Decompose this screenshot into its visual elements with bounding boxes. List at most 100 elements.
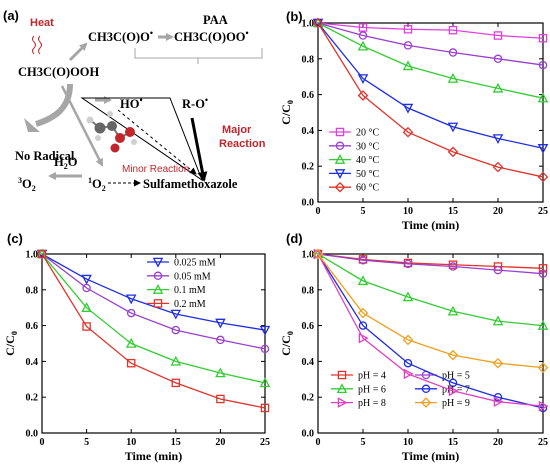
x-tick-label-d: 10 bbox=[403, 437, 413, 448]
data-point-d-2-3 bbox=[447, 305, 459, 316]
x-tick-label-c: 20 bbox=[215, 437, 225, 448]
series-c-0 bbox=[36, 249, 271, 336]
data-point-b-4-3 bbox=[447, 146, 459, 158]
legend-entry-c-2: 0.1 mM bbox=[147, 284, 206, 296]
data-point-b-0-1 bbox=[358, 23, 368, 32]
arrow-to-acetoxyl bbox=[68, 42, 88, 62]
x-tick-label-b: 10 bbox=[403, 206, 413, 217]
legend-entry-c-3: 0.2 mM bbox=[147, 299, 206, 310]
data-point-c-0-5 bbox=[259, 325, 271, 336]
data-point-d-1-5 bbox=[538, 269, 548, 278]
y-tick-label-c: 0.2 bbox=[26, 393, 39, 404]
legend-label-d-0: pH = 4 bbox=[358, 371, 386, 382]
radical-bracket bbox=[134, 48, 263, 59]
x-tick-label-c: 25 bbox=[260, 437, 270, 448]
x-tick-label-b: 5 bbox=[361, 206, 366, 217]
water-label: H2O bbox=[54, 155, 78, 171]
legend-entry-d-2: pH = 6 bbox=[331, 383, 386, 395]
data-point-b-4-1 bbox=[357, 90, 369, 101]
y-tick-label-b: 0.8 bbox=[302, 54, 315, 65]
data-point-c-3-3 bbox=[171, 378, 181, 388]
data-point-b-2-4 bbox=[492, 82, 504, 93]
legend-marker-b-2 bbox=[334, 154, 346, 164]
panel-label-b: (b) bbox=[286, 9, 303, 24]
panel-label-a: (a) bbox=[3, 8, 19, 23]
y-tick-label-b: 0.2 bbox=[302, 162, 315, 173]
data-point-d-5-3 bbox=[447, 349, 459, 361]
series-d-1 bbox=[313, 249, 548, 278]
data-point-b-1-1 bbox=[358, 31, 368, 40]
y-tick-label-c: 0.6 bbox=[26, 321, 39, 332]
data-point-c-0-3 bbox=[170, 309, 182, 320]
major-reaction-label-line1: Major bbox=[222, 124, 252, 136]
data-point-c-2-2 bbox=[125, 337, 137, 348]
data-point-c-0-1 bbox=[81, 274, 92, 285]
major-reaction-arrow bbox=[190, 117, 208, 182]
data-point-d-4-2 bbox=[403, 368, 414, 380]
y-tick-label-b: 0.4 bbox=[302, 126, 315, 137]
series-line-c-1 bbox=[41, 253, 266, 350]
data-point-d-3-2 bbox=[403, 358, 413, 368]
series-line-c-3 bbox=[41, 253, 266, 409]
legend-label-b-4: 60 °C bbox=[356, 183, 379, 194]
series-d-3 bbox=[313, 249, 548, 413]
legend-entry-b-2: 40 °C bbox=[329, 154, 379, 166]
triplet-oxygen-label: 3O2 bbox=[18, 176, 36, 193]
series-b-3 bbox=[312, 18, 549, 154]
series-d-5 bbox=[312, 248, 549, 373]
legend-marker-c-2 bbox=[152, 284, 164, 294]
data-point-d-2-4 bbox=[492, 315, 504, 326]
panel-b-temperature: (b) 0 5 10 15 20 25 0.0 0.2 0.4 0.6 0.8 1.0 Time (min… bbox=[279, 9, 549, 232]
arrow-to-no-radical bbox=[35, 83, 73, 127]
series-line-b-1 bbox=[317, 22, 544, 66]
plot-frame-c bbox=[41, 253, 266, 434]
data-point-c-0-2 bbox=[125, 294, 137, 305]
data-point-c-2-1 bbox=[81, 302, 92, 312]
legend-label-c-3: 0.2 mM bbox=[174, 299, 206, 310]
x-axis-label-c: Time (min) bbox=[125, 449, 182, 463]
legend-marker-c-1 bbox=[153, 271, 163, 281]
data-point-b-3-1 bbox=[357, 74, 369, 85]
x-tick-label-b: 25 bbox=[538, 206, 548, 217]
singlet-oxygen-label: 1O2 bbox=[88, 176, 106, 193]
legend-label-d-1: pH = 5 bbox=[442, 371, 470, 382]
series-line-b-0 bbox=[317, 22, 544, 39]
series-b-1 bbox=[313, 18, 548, 70]
legend-entry-b-3: 50 °C bbox=[329, 169, 379, 180]
alkoxyl-radical: R-O• bbox=[182, 95, 208, 111]
data-point-d-5-4 bbox=[492, 357, 504, 369]
data-point-b-3-4 bbox=[492, 134, 504, 145]
series-line-b-2 bbox=[317, 22, 544, 99]
x-tick-label-c: 10 bbox=[126, 437, 136, 448]
data-point-d-4-1 bbox=[358, 332, 369, 344]
no-radical-label: No Radical bbox=[15, 149, 75, 163]
data-point-c-2-5 bbox=[259, 377, 271, 388]
x-tick-label-c: 0 bbox=[40, 437, 45, 448]
data-point-c-1-5 bbox=[260, 344, 270, 354]
y-tick-label-c: 1.0 bbox=[26, 250, 39, 261]
data-point-b-3-3 bbox=[447, 122, 459, 133]
legend-marker-c-0 bbox=[152, 257, 164, 268]
no-radical-arrowhead-icon bbox=[24, 118, 40, 132]
heat-label: Heat bbox=[30, 17, 54, 29]
legend-entry-b-4: 60 °C bbox=[329, 181, 379, 194]
x-tick-label-b: 20 bbox=[493, 206, 503, 217]
series-line-c-2 bbox=[41, 253, 266, 384]
data-point-d-5-0 bbox=[312, 248, 324, 260]
legend-entry-c-1: 0.05 mM bbox=[147, 271, 211, 282]
major-reaction-label-line2: Reaction bbox=[219, 138, 266, 150]
data-point-d-2-2 bbox=[402, 291, 414, 302]
legend-entry-d-0: pH = 4 bbox=[331, 371, 386, 382]
data-point-d-1-4 bbox=[493, 265, 503, 275]
data-point-d-5-5 bbox=[537, 362, 549, 373]
series-d-2 bbox=[312, 248, 549, 330]
data-point-b-4-0 bbox=[312, 17, 324, 29]
series-c-1 bbox=[37, 249, 270, 354]
data-point-d-5-2 bbox=[402, 334, 414, 346]
series-line-d-0 bbox=[317, 253, 544, 269]
data-point-c-2-3 bbox=[170, 355, 182, 366]
data-point-d-3-1 bbox=[358, 321, 368, 330]
legend-marker-b-4 bbox=[334, 181, 346, 193]
target-compound-label: Sulfamethoxazole bbox=[143, 177, 238, 191]
